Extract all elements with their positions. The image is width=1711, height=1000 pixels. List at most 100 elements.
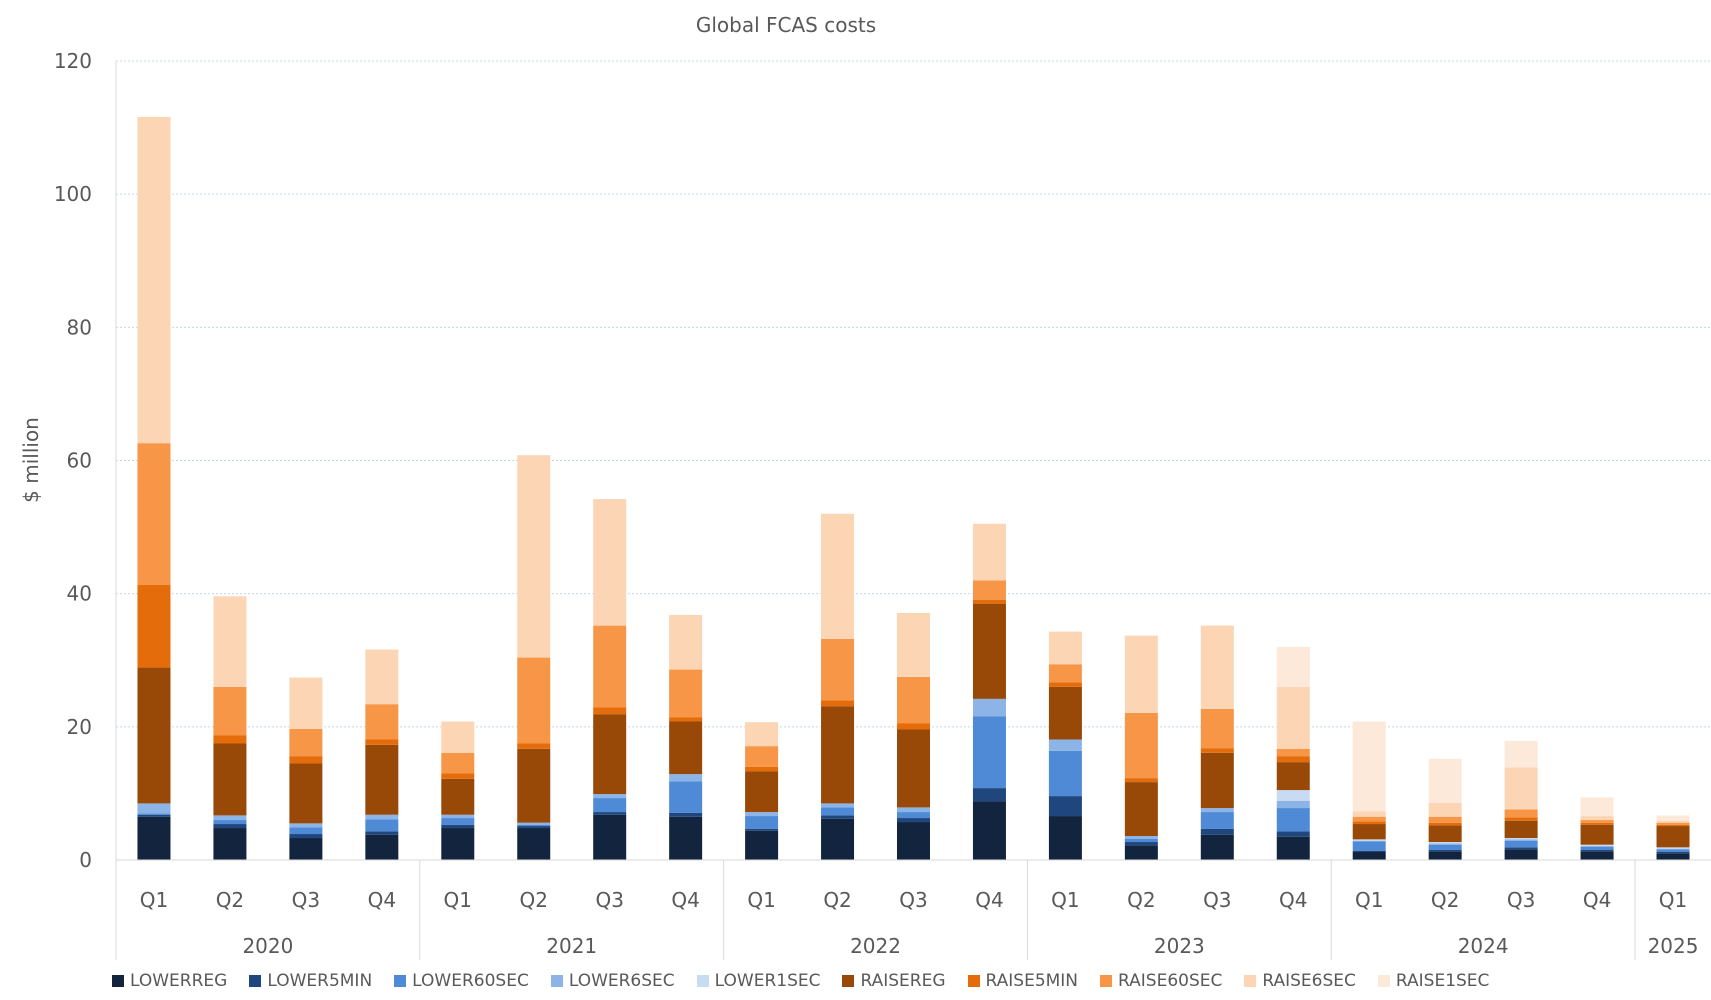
bar-segment: [1276, 646, 1310, 687]
bar-segment: [593, 798, 627, 813]
bar-segment: [745, 746, 779, 767]
bar-segment: [213, 596, 247, 687]
x-tick-label: Q3: [595, 888, 623, 912]
bar-segment: [593, 707, 627, 715]
bar-segment: [137, 803, 171, 814]
bar-segment: [1352, 840, 1386, 842]
bar-segment: [137, 443, 171, 586]
bar-segment: [1504, 847, 1538, 850]
bar-segment: [669, 816, 703, 860]
bar-segment: [1580, 851, 1614, 860]
bar-segment: [1352, 811, 1386, 817]
legend-label: LOWER60SEC: [412, 971, 529, 991]
bar-segment: [593, 794, 627, 799]
x-tick-label: Q4: [671, 888, 699, 912]
legend-swatch: [394, 975, 407, 987]
bar-segment: [365, 649, 399, 705]
legend-swatch: [112, 975, 124, 987]
bar-segment: [1428, 816, 1462, 823]
bar-segment: [517, 657, 551, 744]
x-tick-label: Q3: [1203, 888, 1231, 912]
bar-segment: [1124, 778, 1158, 783]
x-tick-label: Q2: [1127, 888, 1155, 912]
bar-segment: [289, 756, 323, 764]
bar-segment: [517, 826, 551, 829]
bar-segment: [972, 788, 1006, 802]
bar-segment: [1276, 800, 1310, 809]
bar-segment: [972, 599, 1006, 604]
bar-segment: [1352, 721, 1386, 812]
bar-segment: [1352, 850, 1386, 853]
bar-segment: [1200, 708, 1234, 749]
x-tick-label: Q2: [216, 888, 244, 912]
bar-segment: [821, 807, 855, 816]
bar-segment: [1124, 635, 1158, 713]
legend-item: LOWER6SEC: [550, 971, 675, 991]
bar-segment: [441, 773, 475, 779]
x-tick-label: Q3: [899, 888, 927, 912]
bar-segment: [1276, 686, 1310, 749]
bar-segment: [1200, 828, 1234, 835]
legend-item: LOWER60SEC: [394, 971, 529, 991]
y-tick-label: 0: [79, 848, 92, 872]
bar-segment: [1580, 846, 1614, 851]
bar-segment: [593, 812, 627, 815]
x-tick-label: Q4: [1583, 888, 1611, 912]
x-tick-label: Q4: [368, 888, 396, 912]
bar-segment: [289, 834, 323, 839]
bar-segment: [897, 822, 930, 860]
bar-segment: [1428, 851, 1462, 860]
legend-item: LOWERREG: [112, 971, 227, 991]
bar-segment: [669, 781, 703, 813]
year-label: 2025: [1648, 934, 1699, 958]
bar-segment: [365, 704, 399, 740]
bar-segment: [517, 828, 551, 860]
bar-segment: [1200, 748, 1234, 753]
bars: [137, 116, 1690, 860]
bar-segment: [1504, 838, 1538, 840]
legend-item: RAISE5MIN: [967, 971, 1078, 991]
bar-segment: [1428, 843, 1462, 845]
bar-segment: [1352, 821, 1386, 825]
bar-segment: [137, 814, 171, 817]
legend-item: LOWER1SEC: [696, 971, 820, 991]
bar-segment: [1580, 846, 1614, 847]
legend-label: RAISE1SEC: [1395, 971, 1490, 991]
bar-segment: [1580, 822, 1614, 825]
bar-segment: [745, 830, 779, 860]
year-label: 2021: [546, 934, 597, 958]
bar-segment: [745, 828, 779, 831]
bar-segment: [1656, 824, 1690, 827]
bar-segment: [1504, 809, 1538, 818]
x-tick-label: Q2: [520, 888, 548, 912]
legend-label: LOWERREG: [130, 971, 228, 991]
bar-segment: [1276, 748, 1310, 757]
y-tick-label: 100: [54, 182, 92, 206]
bar-segment: [897, 812, 930, 819]
bar-segment: [1200, 834, 1234, 860]
bar-segment: [1656, 826, 1690, 848]
bar-segment: [441, 778, 475, 815]
bar-segment: [137, 816, 171, 860]
bar-segment: [1580, 844, 1614, 847]
bar-segment: [593, 714, 627, 795]
bar-segment: [745, 812, 779, 817]
bar-segment: [1048, 796, 1082, 817]
y-tick-label: 120: [54, 49, 92, 73]
bar-segment: [1428, 825, 1462, 843]
bar-segment: [821, 815, 855, 819]
bar-segment: [365, 819, 399, 832]
bar-segment: [1048, 631, 1082, 665]
legend-item: RAISEREG: [842, 971, 946, 991]
bar-segment: [1352, 839, 1386, 841]
bar-segment: [1504, 849, 1538, 860]
bar-segment: [517, 743, 551, 749]
bar-segment: [972, 716, 1006, 789]
legend-swatch: [249, 975, 262, 987]
bar-segment: [1124, 712, 1158, 779]
bar-segment: [821, 818, 855, 860]
bar-segment: [821, 638, 855, 701]
legend-item: RAISE60SEC: [1100, 971, 1222, 991]
bar-segment: [1124, 782, 1158, 837]
bar-segment: [745, 766, 779, 772]
